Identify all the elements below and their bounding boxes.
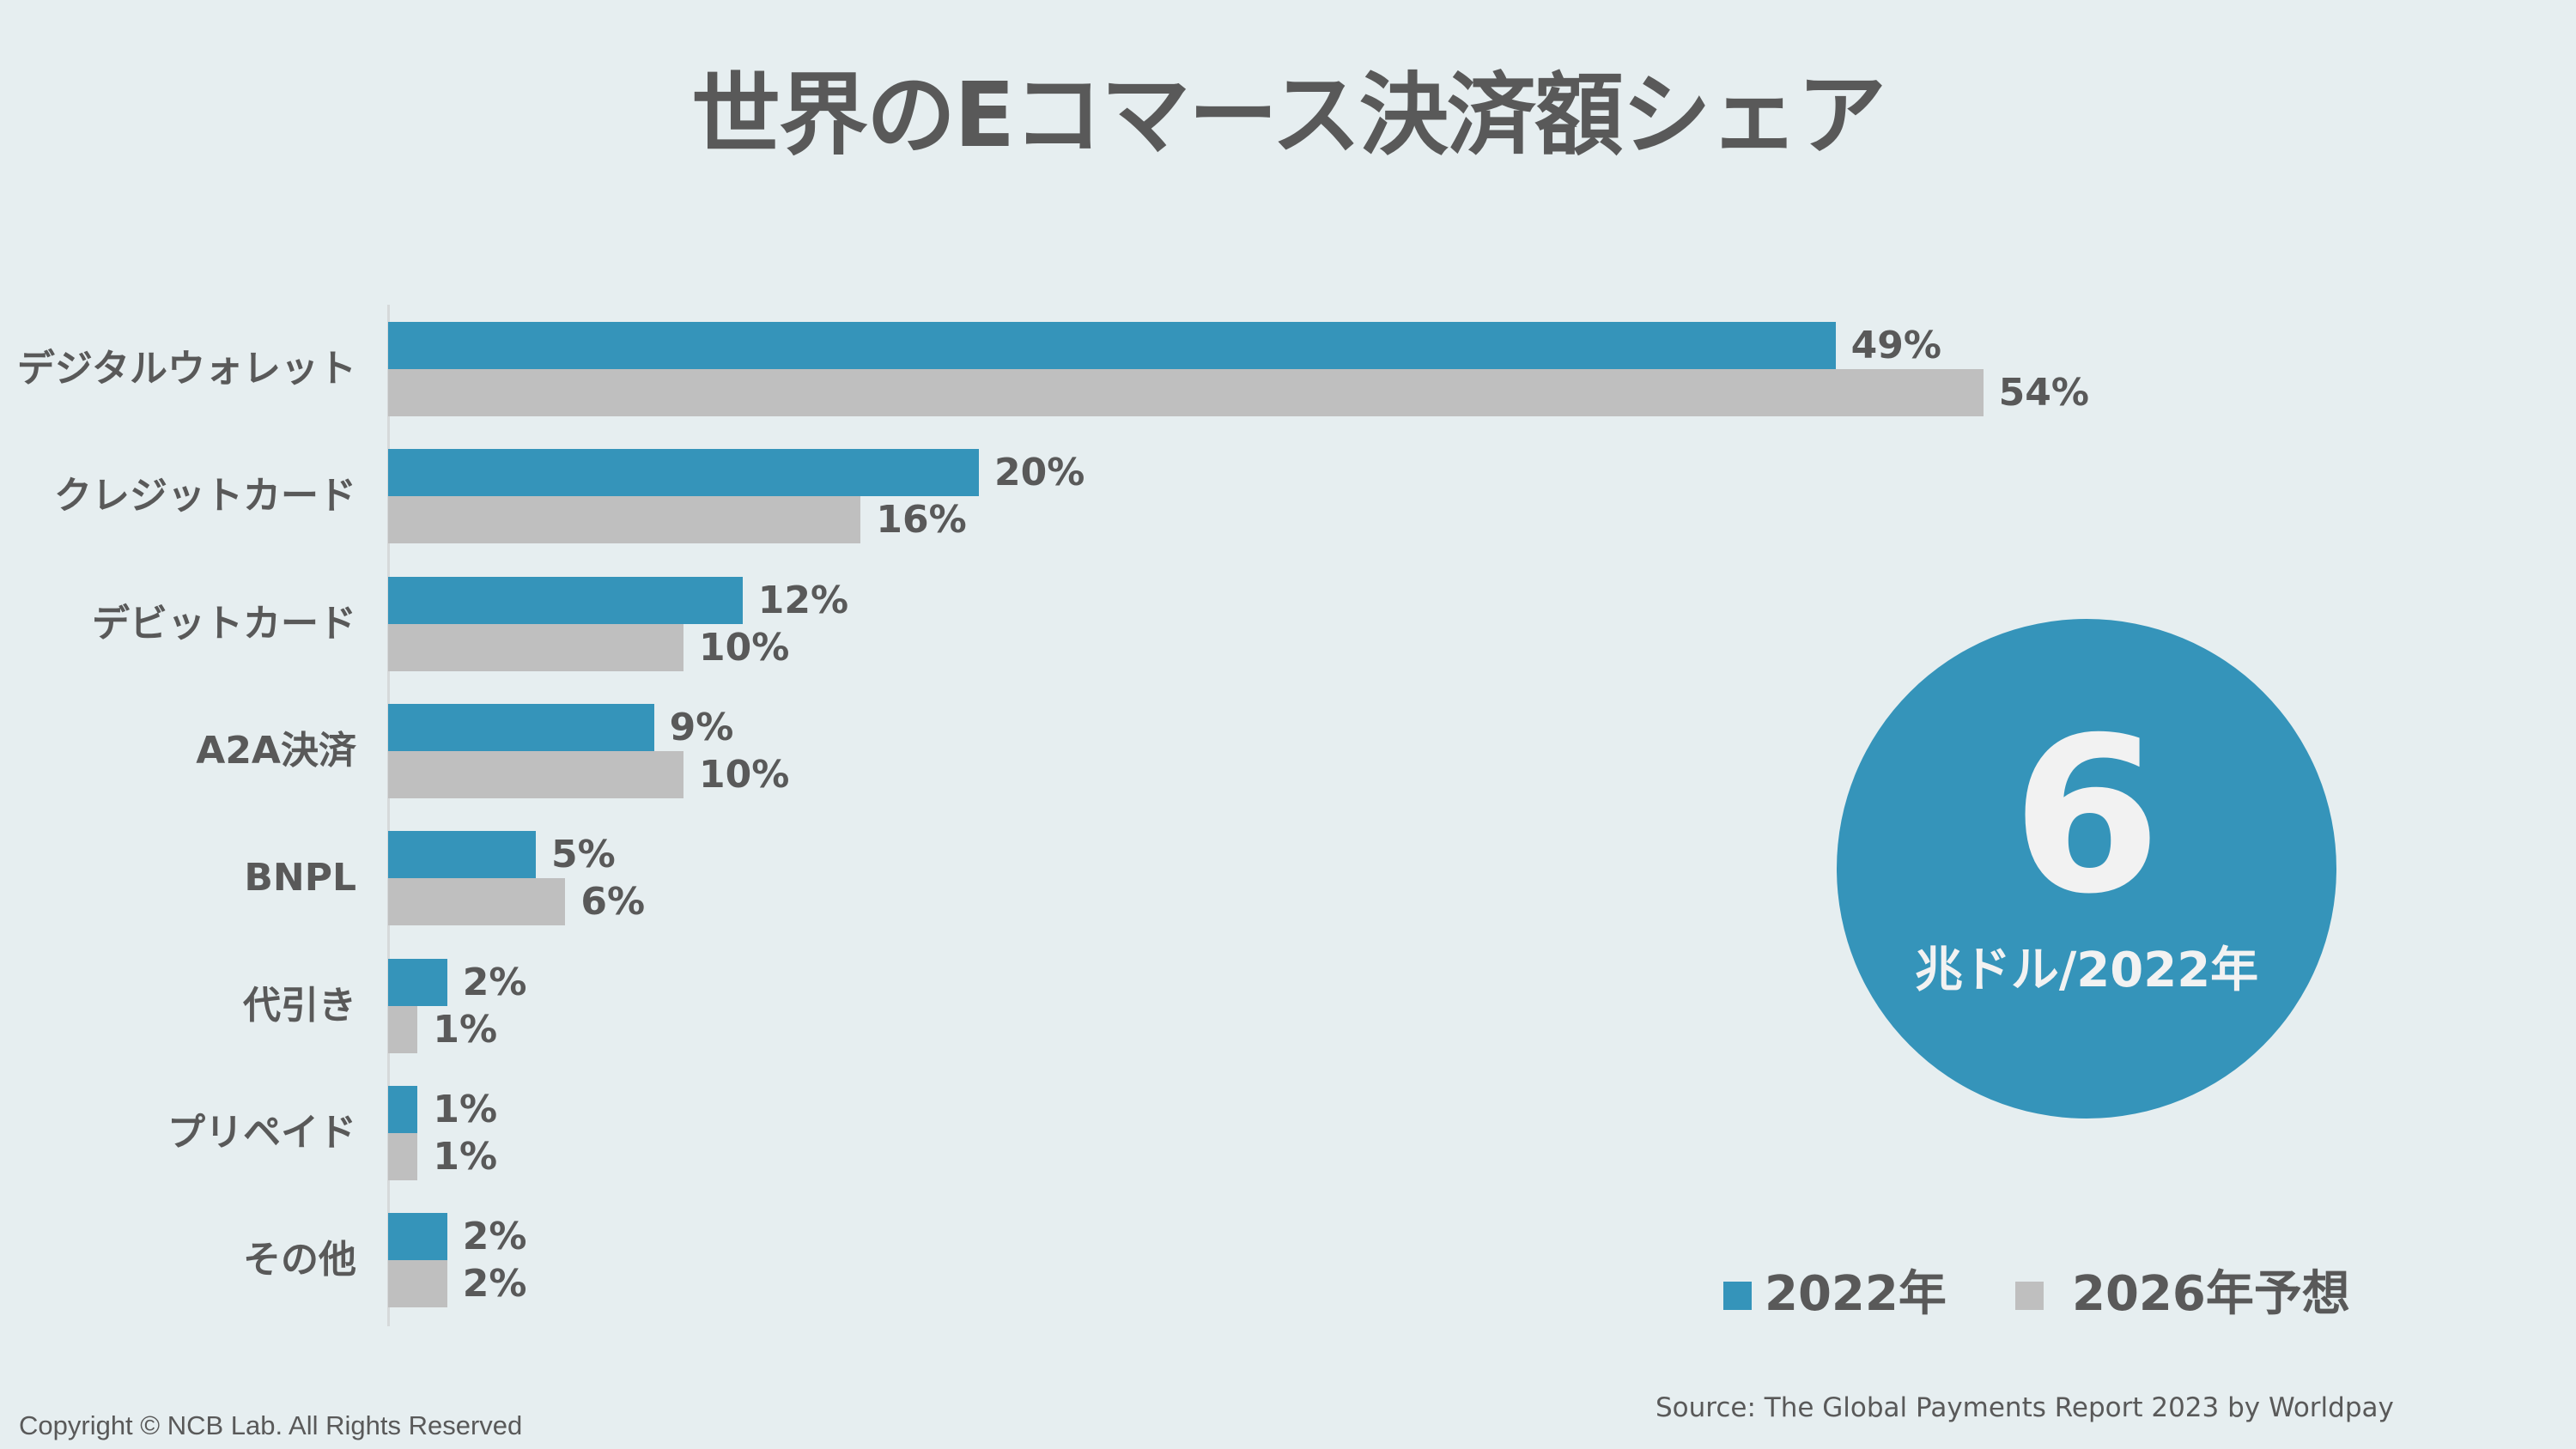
chart-title: 世界のEコマース決済額シェア bbox=[691, 63, 1886, 167]
category-label: クレジットカード bbox=[54, 474, 356, 518]
data-label: 12% bbox=[757, 579, 849, 622]
bar-2026-forecast bbox=[388, 1006, 418, 1053]
bar-2022 bbox=[388, 959, 447, 1006]
data-label: 54% bbox=[1998, 371, 2089, 415]
category-label: デビットカード bbox=[92, 602, 356, 646]
category-label: デジタルウォレット bbox=[16, 347, 356, 391]
chart-legend: 2022年 2026年予想 bbox=[1723, 1269, 2410, 1320]
data-label: 10% bbox=[699, 626, 790, 670]
total-value-number: 6 bbox=[2012, 691, 2161, 941]
bar-2022 bbox=[388, 831, 536, 878]
copyright-notice: Copyright © NCB Lab. All Rights Reserved bbox=[19, 1410, 523, 1440]
legend-label-2026: 2026年予想 bbox=[2072, 1266, 2350, 1322]
data-label: 2% bbox=[462, 1215, 527, 1258]
bar-2026-forecast bbox=[388, 369, 1984, 416]
data-label: 2% bbox=[462, 1262, 527, 1306]
bar-group: その他 2% 2% bbox=[0, 1213, 2233, 1307]
data-label: 1% bbox=[433, 1135, 498, 1179]
bar-2026-forecast bbox=[388, 1260, 447, 1307]
bar-2022 bbox=[388, 577, 743, 624]
source-note: Source: The Global Payments Report 2023 … bbox=[1656, 1392, 2394, 1423]
bar-group: デジタルウォレット 49% 54% bbox=[0, 322, 2233, 416]
bar-2022 bbox=[388, 449, 979, 496]
bar-2022 bbox=[388, 1086, 418, 1133]
data-label: 16% bbox=[876, 498, 967, 542]
bar-2026-forecast bbox=[388, 496, 861, 543]
bar-group: プリペイド 1% 1% bbox=[0, 1086, 2233, 1180]
total-value-badge: 6 兆ドル/2022年 bbox=[1837, 619, 2336, 1119]
category-label: 代引き bbox=[243, 984, 356, 1028]
bar-group: 代引き 2% 1% bbox=[0, 959, 2233, 1053]
data-label: 5% bbox=[551, 833, 616, 876]
category-label: プリペイド bbox=[167, 1111, 356, 1155]
data-label: 6% bbox=[580, 880, 646, 924]
legend-label-2022: 2022年 bbox=[1765, 1266, 1947, 1322]
bar-2022 bbox=[388, 704, 654, 751]
bar-2026-forecast bbox=[388, 1133, 418, 1180]
bar-2026-forecast bbox=[388, 751, 683, 798]
bar-2022 bbox=[388, 1213, 447, 1260]
legend-swatch-2026 bbox=[2015, 1282, 2044, 1310]
data-label: 10% bbox=[699, 753, 790, 797]
bar-group: BNPL 5% 6% bbox=[0, 831, 2233, 925]
category-axis-line bbox=[387, 305, 390, 1326]
category-label: BNPL bbox=[244, 856, 356, 900]
bar-2026-forecast bbox=[388, 878, 566, 925]
data-label: 1% bbox=[433, 1088, 498, 1131]
data-label: 49% bbox=[1850, 324, 1941, 367]
bar-group: デビットカード 12% 10% bbox=[0, 577, 2233, 671]
total-value-unit: 兆ドル/2022年 bbox=[1914, 943, 2259, 998]
category-label: その他 bbox=[243, 1238, 356, 1282]
bar-group: A2A決済 9% 10% bbox=[0, 704, 2233, 798]
bar-2022 bbox=[388, 322, 1836, 369]
data-label: 20% bbox=[994, 451, 1085, 494]
data-label: 2% bbox=[462, 961, 527, 1004]
legend-swatch-2022 bbox=[1723, 1282, 1752, 1310]
bar-group: クレジットカード 20% 16% bbox=[0, 449, 2233, 543]
data-label: 1% bbox=[433, 1008, 498, 1052]
data-label: 9% bbox=[669, 706, 734, 749]
bar-2026-forecast bbox=[388, 624, 683, 671]
category-label: A2A決済 bbox=[196, 729, 356, 773]
